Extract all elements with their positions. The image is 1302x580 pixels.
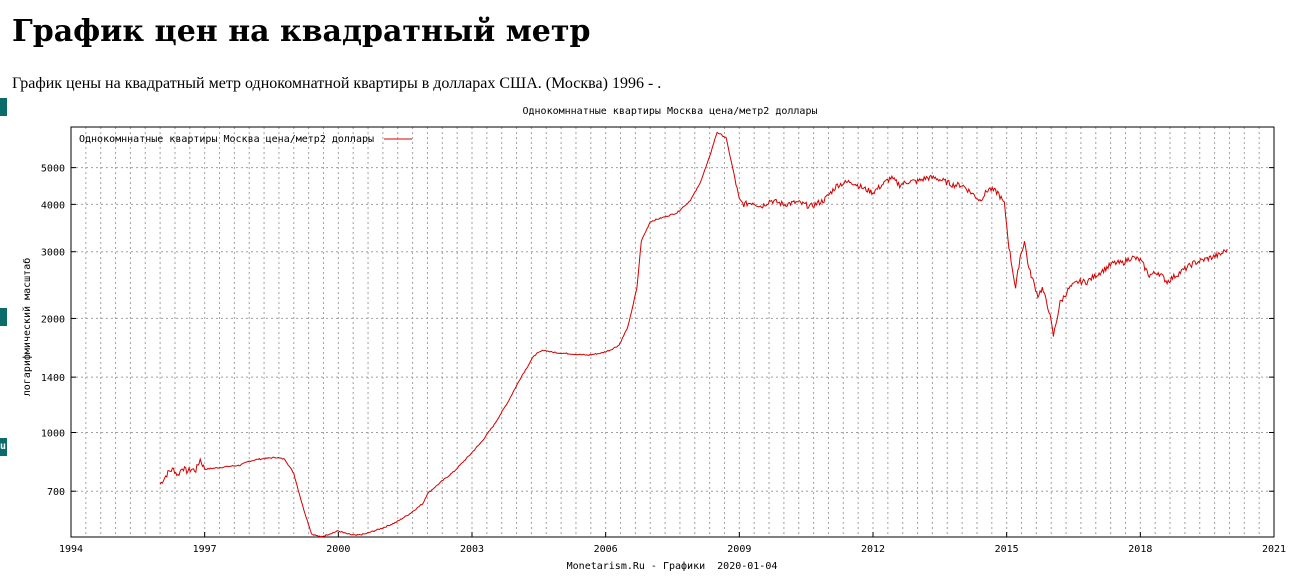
y-tick-label: 5000	[41, 164, 65, 175]
grid	[71, 127, 1274, 537]
x-tick-label: 1997	[193, 544, 217, 555]
x-tick-label: 2000	[326, 544, 350, 555]
side-marker[interactable]	[0, 98, 7, 116]
y-tick-label: 1000	[41, 429, 65, 440]
page-title: График цен на квадратный метр	[12, 14, 591, 49]
legend-label: Однокомннатные квартиры Москва цена/метр…	[79, 134, 374, 145]
y-tick-label: 700	[47, 487, 65, 498]
x-tick-label: 1994	[59, 544, 83, 555]
x-tick-label: 2012	[861, 544, 885, 555]
y-tick-label: 4000	[41, 200, 65, 211]
axis-ticks: 1994 1997 2000 2003 2006 2009 2012 2015 2018 2021…	[41, 164, 1286, 555]
y-tick-label: 3000	[41, 248, 65, 259]
chart-footer: Monetarism.Ru - Графики 2020-01-04	[567, 560, 778, 572]
x-tick-label: 2015	[995, 544, 1019, 555]
x-tick-label: 2021	[1262, 544, 1286, 555]
x-tick-label: 2009	[727, 544, 751, 555]
x-tick-label: 2018	[1128, 544, 1152, 555]
y-tick-label: 2000	[41, 314, 65, 325]
series-line	[159, 131, 1228, 538]
side-marker[interactable]: u	[0, 438, 7, 456]
x-tick-label: 2006	[594, 544, 618, 555]
chart-title: Однокомннатные квартиры Москва цена/метр…	[522, 106, 817, 117]
legend: Однокомннатные квартиры Москва цена/метр…	[79, 134, 412, 145]
page-subtitle: График цены на квадратный метр однокомна…	[12, 75, 662, 92]
y-axis-label: логарифмический масштаб	[21, 258, 33, 396]
y-tick-label: 1400	[41, 373, 65, 384]
side-marker[interactable]	[0, 308, 7, 326]
plot-frame	[70, 126, 1275, 538]
x-tick-label: 2003	[460, 544, 484, 555]
